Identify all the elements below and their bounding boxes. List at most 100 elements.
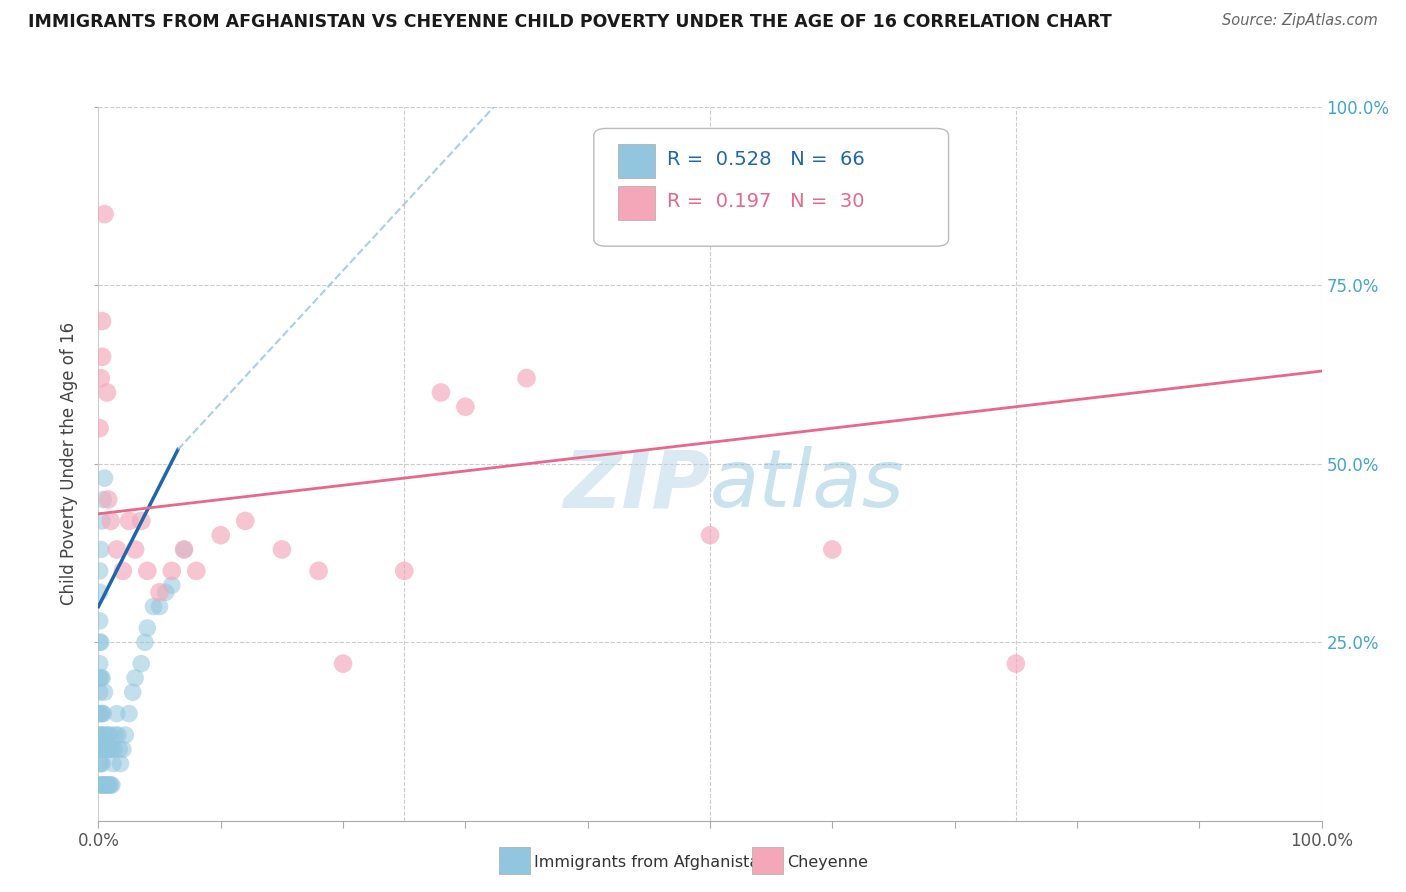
Point xyxy=(100,778,122,792)
Point xyxy=(392,564,416,578)
Point xyxy=(149,585,172,599)
Text: IMMIGRANTS FROM AFGHANISTAN VS CHEYENNE CHILD POVERTY UNDER THE AGE OF 16 CORREL: IMMIGRANTS FROM AFGHANISTAN VS CHEYENNE … xyxy=(28,13,1112,31)
Point xyxy=(98,778,121,792)
Point xyxy=(89,657,111,671)
Point xyxy=(89,728,111,742)
Point xyxy=(134,635,156,649)
Point xyxy=(100,728,122,742)
Point xyxy=(89,685,111,699)
Point xyxy=(90,728,112,742)
Point xyxy=(89,635,111,649)
Point xyxy=(91,350,114,364)
Point xyxy=(155,585,177,599)
Point xyxy=(91,778,114,792)
Point xyxy=(233,514,256,528)
Point xyxy=(98,742,121,756)
Text: R =  0.528   N =  66: R = 0.528 N = 66 xyxy=(668,151,865,169)
Point xyxy=(332,657,354,671)
Point xyxy=(104,728,127,742)
Point xyxy=(89,671,111,685)
Point xyxy=(173,542,195,557)
Point xyxy=(89,778,111,792)
Point xyxy=(90,371,112,385)
Point xyxy=(89,742,111,756)
Point xyxy=(90,778,112,792)
Point xyxy=(124,542,146,557)
Point xyxy=(121,685,143,699)
Point xyxy=(89,421,111,435)
Point xyxy=(97,778,120,792)
Point xyxy=(124,671,146,685)
Point xyxy=(454,400,477,414)
Point xyxy=(270,542,294,557)
Point xyxy=(209,528,232,542)
Point xyxy=(173,542,195,557)
Text: Immigrants from Afghanistan: Immigrants from Afghanistan xyxy=(534,855,769,870)
Point xyxy=(103,742,125,756)
Text: Cheyenne: Cheyenne xyxy=(787,855,869,870)
Point xyxy=(129,657,152,671)
Bar xyxy=(619,186,655,219)
FancyBboxPatch shape xyxy=(593,128,949,246)
Point xyxy=(136,564,159,578)
Point xyxy=(96,742,118,756)
Point xyxy=(110,756,132,771)
Point xyxy=(91,514,114,528)
Point xyxy=(101,778,124,792)
Point xyxy=(430,385,453,400)
Point xyxy=(89,614,111,628)
Text: ZIP: ZIP xyxy=(562,446,710,524)
Point xyxy=(118,706,141,721)
Point xyxy=(91,671,114,685)
Point xyxy=(105,706,128,721)
Point xyxy=(91,756,114,771)
Point xyxy=(129,514,152,528)
Point xyxy=(97,492,120,507)
Point xyxy=(107,728,129,742)
Point xyxy=(93,778,115,792)
Point xyxy=(118,514,141,528)
Point xyxy=(136,621,159,635)
Point xyxy=(93,471,115,485)
Point xyxy=(111,564,134,578)
Point xyxy=(93,742,115,756)
Point xyxy=(142,599,165,614)
Text: Source: ZipAtlas.com: Source: ZipAtlas.com xyxy=(1222,13,1378,29)
Point xyxy=(91,492,114,507)
Point xyxy=(89,756,111,771)
Point xyxy=(91,706,114,721)
Point xyxy=(91,742,114,756)
Point xyxy=(89,585,111,599)
Point xyxy=(96,778,118,792)
Point xyxy=(101,756,124,771)
Point xyxy=(111,742,134,756)
Bar xyxy=(619,145,655,178)
Point xyxy=(91,314,114,328)
Point xyxy=(186,564,208,578)
Point xyxy=(821,542,844,557)
Point xyxy=(94,728,117,742)
Point xyxy=(91,706,114,721)
Point xyxy=(90,671,112,685)
Point xyxy=(699,528,721,542)
Point xyxy=(94,778,117,792)
Point xyxy=(89,706,111,721)
Point xyxy=(89,564,111,578)
Point xyxy=(90,742,112,756)
Point xyxy=(160,578,183,592)
Point xyxy=(1004,657,1026,671)
Point xyxy=(90,756,112,771)
Point xyxy=(108,742,131,756)
Text: atlas: atlas xyxy=(710,446,905,524)
Point xyxy=(90,542,112,557)
Point xyxy=(90,706,112,721)
Point xyxy=(91,728,114,742)
Point xyxy=(97,728,120,742)
Point xyxy=(93,207,115,221)
Text: R =  0.197   N =  30: R = 0.197 N = 30 xyxy=(668,192,865,211)
Point xyxy=(149,599,172,614)
Point xyxy=(91,778,114,792)
Y-axis label: Child Poverty Under the Age of 16: Child Poverty Under the Age of 16 xyxy=(60,322,79,606)
Point xyxy=(308,564,330,578)
Point xyxy=(101,742,124,756)
